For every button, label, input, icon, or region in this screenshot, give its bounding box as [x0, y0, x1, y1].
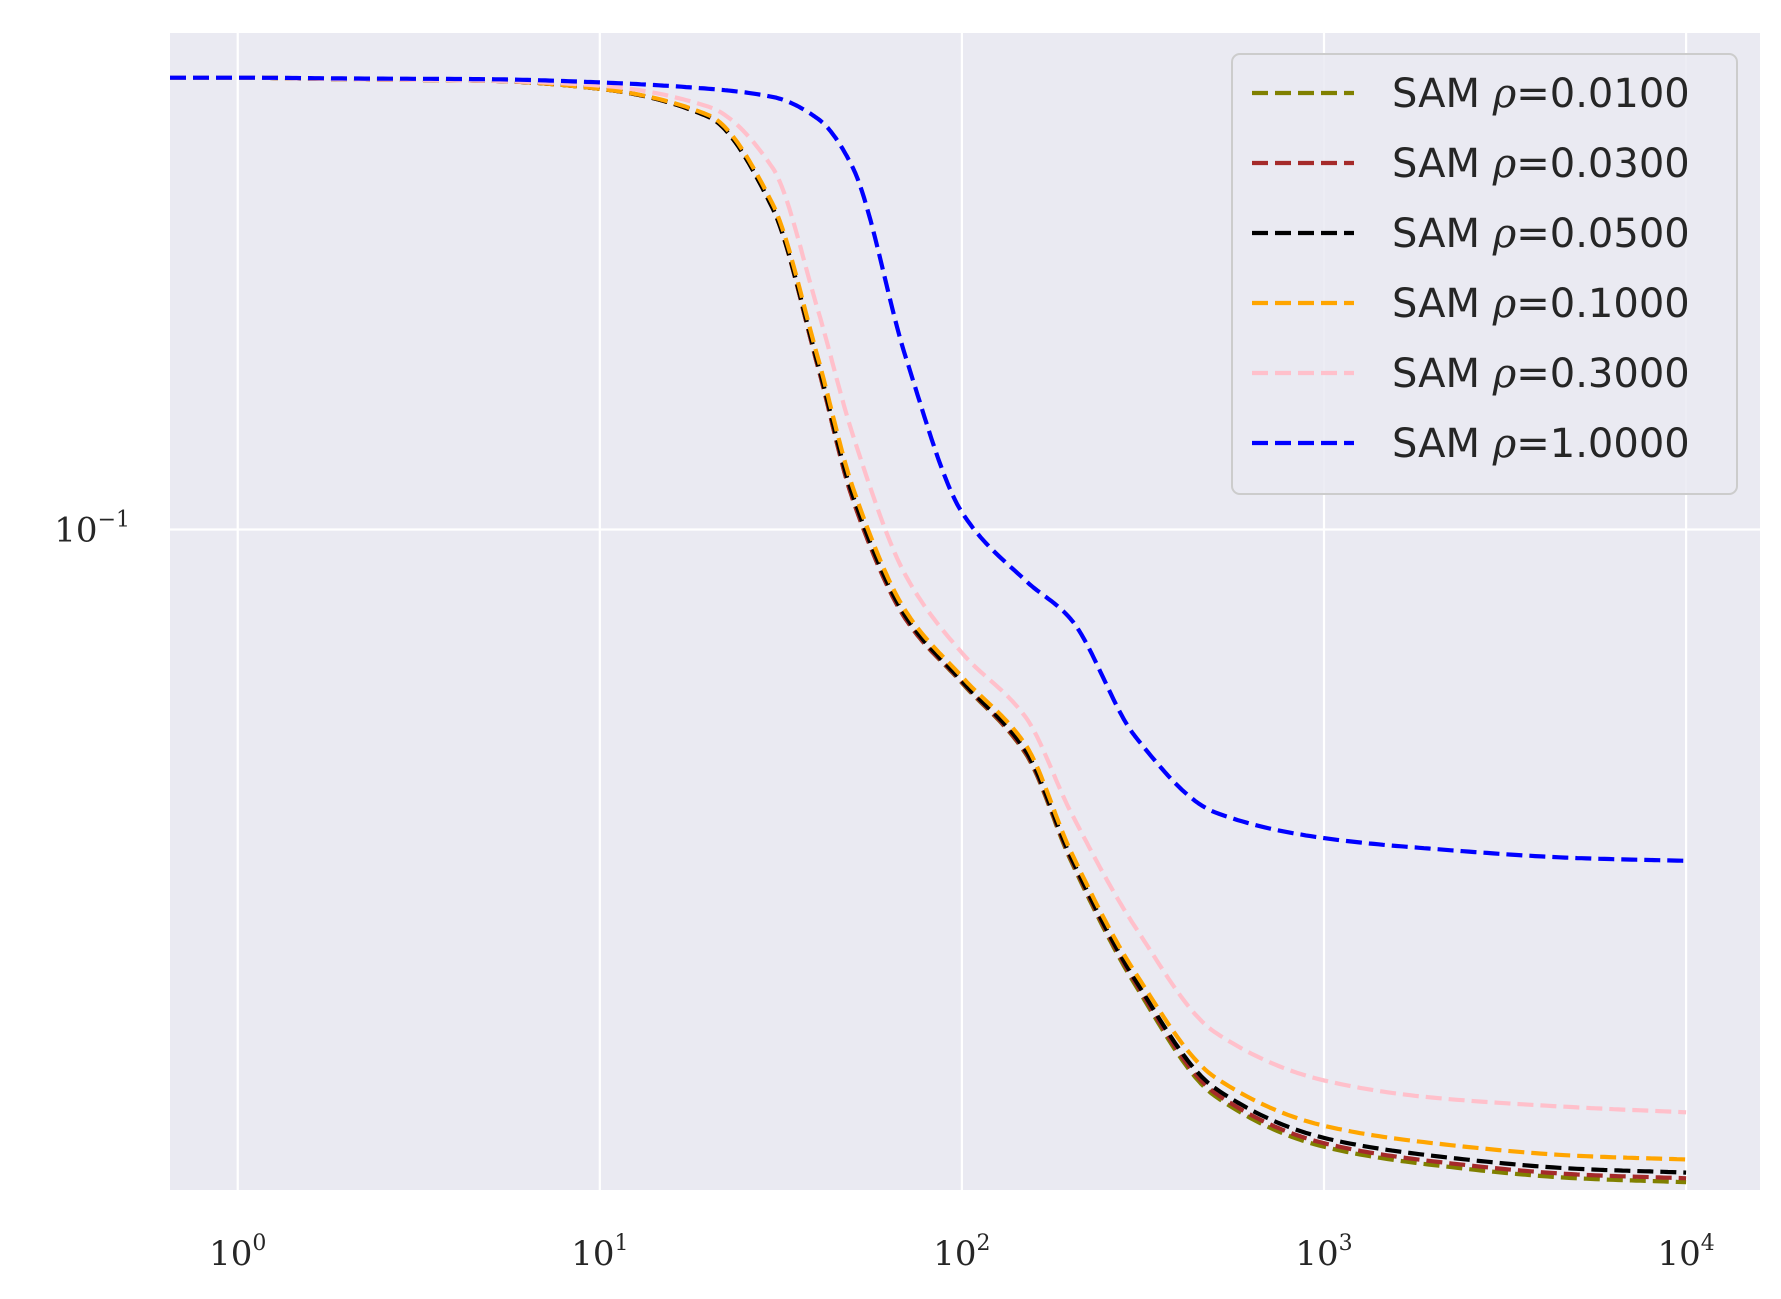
legend: SAM ρ=0.0100 SAM ρ=0.0300 SAM ρ=0.0500 SAM … [1231, 53, 1738, 495]
series-line-rho-01000 [170, 75, 1687, 1162]
legend-label-rho-00500: SAM ρ=0.0500 [1392, 211, 1690, 257]
series-line-rho-00500 [170, 75, 1687, 1175]
series-line-rho-03000 [170, 75, 1687, 1115]
y-tick-label: 10−1 [54, 508, 130, 551]
x-tick-label: 102 [933, 1231, 990, 1274]
legend-label-rho-01000: SAM ρ=0.1000 [1392, 281, 1690, 327]
x-tick-label: 103 [1295, 1231, 1352, 1274]
x-axis-tick-labels: 100 101 102 103 104 [209, 1231, 1715, 1274]
legend-label-rho-03000: SAM ρ=0.3000 [1392, 351, 1690, 397]
x-tick-label: 101 [571, 1231, 628, 1274]
series-line-rho-10000 [170, 75, 1687, 863]
y-axis-tick-labels: 10−1 [54, 508, 130, 551]
legend-label-rho-10000: SAM ρ=1.0000 [1392, 421, 1690, 467]
legend-label-rho-00100: SAM ρ=0.0100 [1392, 71, 1690, 117]
series-lines [170, 75, 1687, 1185]
legend-label-rho-00300: SAM ρ=0.0300 [1392, 141, 1690, 187]
x-tick-label: 104 [1657, 1231, 1714, 1274]
x-tick-label: 100 [209, 1231, 266, 1274]
legend-box [1231, 53, 1738, 495]
